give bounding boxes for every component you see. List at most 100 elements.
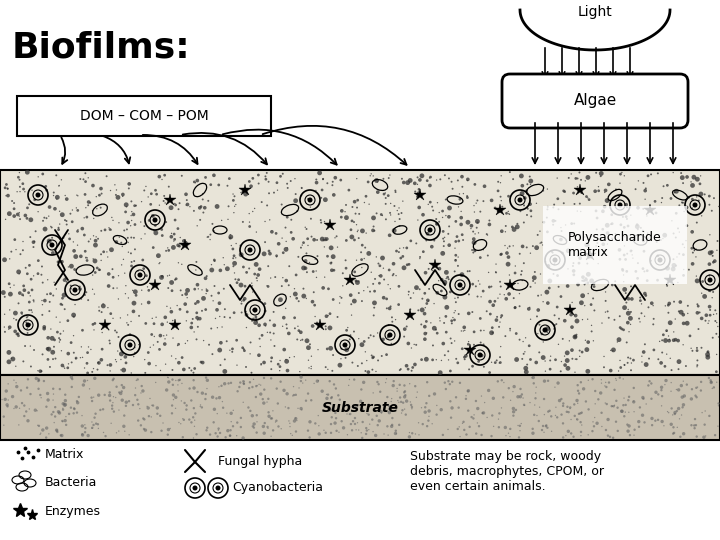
Point [440,384,451,393]
Point [163,183,174,191]
Point [538,218,549,226]
Point [575,418,586,427]
Point [672,224,684,233]
Point [60,413,72,421]
Point [311,178,323,187]
Point [268,329,279,338]
Point [456,345,468,353]
Point [704,302,716,311]
Point [184,363,195,372]
Point [602,307,613,316]
Point [347,417,359,426]
Point [693,325,704,333]
Point [713,333,720,341]
Point [428,206,439,215]
Point [495,250,506,259]
Point [112,284,123,292]
Point [132,416,144,425]
Point [519,401,531,410]
Point [324,323,336,332]
Point [356,340,368,349]
Point [634,318,646,326]
Point [388,226,400,235]
Point [460,352,472,360]
Point [378,190,390,198]
Circle shape [26,323,30,327]
Point [260,172,271,181]
Point [341,236,352,245]
Point [189,178,201,187]
Point [456,172,468,181]
Point [95,250,107,259]
Point [171,274,182,283]
Point [598,363,610,372]
Point [612,427,624,435]
Point [490,268,501,276]
Point [580,275,592,284]
Point [565,429,577,438]
Point [708,383,719,391]
Point [380,200,392,208]
Point [704,248,716,257]
Point [473,357,485,366]
Point [372,178,383,186]
Point [145,343,156,352]
Point [4,279,15,288]
Point [573,409,585,418]
Point [466,221,477,230]
Point [58,327,69,335]
Point [367,354,379,362]
Point [262,282,274,291]
Point [122,233,133,242]
Point [378,293,390,302]
Point [444,222,455,231]
Point [171,301,183,310]
Point [163,246,174,255]
Point [56,431,68,440]
Point [236,297,248,306]
Point [36,271,48,279]
Point [50,412,61,421]
Point [450,256,462,265]
Point [686,244,698,253]
Point [492,415,504,423]
Point [374,279,385,287]
Point [474,207,486,216]
Point [10,362,22,370]
Point [521,211,533,219]
Point [112,193,124,202]
Point [690,272,702,280]
Point [84,384,95,393]
Point [222,427,233,435]
Point [238,379,249,388]
Point [268,308,279,316]
Point [431,220,442,228]
Point [269,188,280,197]
Point [343,338,354,346]
Point [166,278,177,287]
Point [431,329,443,338]
Point [494,353,505,361]
Point [530,389,541,397]
Point [330,232,342,241]
Point [510,329,522,338]
Point [518,201,530,210]
Point [72,241,84,249]
Point [556,227,567,235]
Point [60,396,71,405]
Point [37,310,48,319]
Point [486,328,498,337]
Point [425,319,436,327]
Point [477,287,489,295]
Point [295,191,307,200]
Point [565,170,577,178]
Point [112,295,124,303]
Point [66,383,78,391]
Point [393,421,405,429]
Point [668,429,680,437]
Point [370,367,382,376]
Point [42,275,53,284]
Point [143,298,155,307]
Point [713,401,720,410]
Point [426,420,438,428]
